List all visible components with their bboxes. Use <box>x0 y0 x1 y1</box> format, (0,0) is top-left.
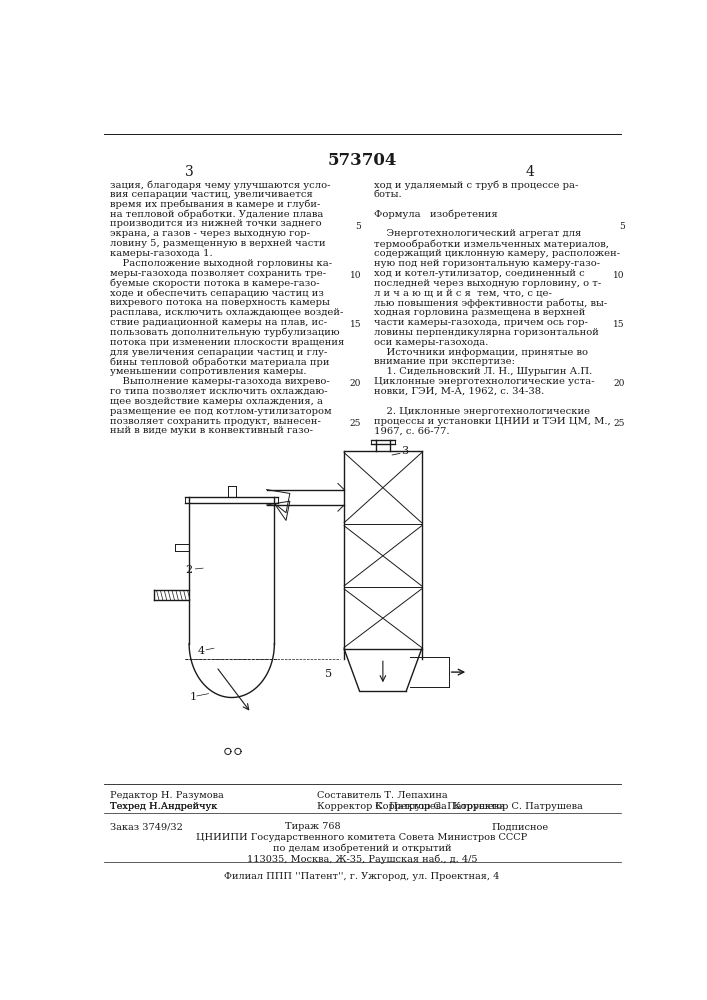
Text: 5: 5 <box>325 669 332 679</box>
Text: ЦНИИПИ Государственного комитета Совета Министров СССР: ЦНИИПИ Государственного комитета Совета … <box>197 833 527 842</box>
Text: ловины перпендикулярна горизонтальной: ловины перпендикулярна горизонтальной <box>373 328 598 337</box>
Text: 4: 4 <box>197 646 204 656</box>
Text: 1: 1 <box>189 692 197 702</box>
Text: ствие радиационной камеры на плав, ис-: ствие радиационной камеры на плав, ис- <box>110 318 327 327</box>
Text: 4: 4 <box>526 165 534 179</box>
Text: 1. Сидельновский Л. Н., Шурыгин А.П.: 1. Сидельновский Л. Н., Шурыгин А.П. <box>373 367 592 376</box>
Text: процессы и установки ЦНИИ и ТЭИ ЦМ, М.,: процессы и установки ЦНИИ и ТЭИ ЦМ, М., <box>373 417 610 426</box>
Text: экрана, а газов - через выходную гор-: экрана, а газов - через выходную гор- <box>110 229 310 238</box>
Text: Подписное: Подписное <box>491 822 549 831</box>
Text: л и ч а ю щ и й с я  тем, что, с це-: л и ч а ю щ и й с я тем, что, с це- <box>373 288 551 297</box>
Text: 5: 5 <box>356 222 361 231</box>
Text: Корректор С. Патрушева: Корректор С. Патрушева <box>375 802 505 811</box>
Text: Заказ 3749/32: Заказ 3749/32 <box>110 822 183 831</box>
Text: 25: 25 <box>613 419 625 428</box>
Text: Расположение выходной горловины ка-: Расположение выходной горловины ка- <box>110 259 332 268</box>
Text: 20: 20 <box>613 379 625 388</box>
Text: Корректор С. Патрушева  Корректор С. Патрушева: Корректор С. Патрушева Корректор С. Патр… <box>317 802 583 811</box>
Text: новки, ГЭИ, М-А, 1962, с. 34-38.: новки, ГЭИ, М-А, 1962, с. 34-38. <box>373 387 544 396</box>
Text: буемые скорости потока в камере-газо-: буемые скорости потока в камере-газо- <box>110 279 320 288</box>
Text: потока при изменении плоскости вращения: потока при изменении плоскости вращения <box>110 338 344 347</box>
Text: 5: 5 <box>619 222 625 231</box>
Text: ход и удаляемый с труб в процессе ра-: ход и удаляемый с труб в процессе ра- <box>373 180 578 190</box>
Text: время их пребывания в камере и глуби-: время их пребывания в камере и глуби- <box>110 200 320 209</box>
Text: оси камеры-газохода.: оси камеры-газохода. <box>373 338 488 347</box>
Text: пользовать дополнительную турбулизацию: пользовать дополнительную турбулизацию <box>110 328 339 337</box>
Text: ный в виде муки в конвективный газо-: ный в виде муки в конвективный газо- <box>110 426 313 435</box>
Text: производится из нижней точки заднего: производится из нижней точки заднего <box>110 219 322 228</box>
Text: 15: 15 <box>613 320 625 329</box>
Text: Формула   изобретения: Формула изобретения <box>373 210 497 219</box>
Text: 10: 10 <box>350 271 361 280</box>
Text: последней через выходную горловину, о т-: последней через выходную горловину, о т- <box>373 279 601 288</box>
Text: уменьшении сопротивления камеры.: уменьшении сопротивления камеры. <box>110 367 307 376</box>
Text: 15: 15 <box>349 320 361 329</box>
Text: зация, благодаря чему улучшаются усло-: зация, благодаря чему улучшаются усло- <box>110 180 331 190</box>
Text: Тираж 768: Тираж 768 <box>286 822 341 831</box>
Text: на тепловой обработки. Удаление плава: на тепловой обработки. Удаление плава <box>110 210 323 219</box>
Text: по делам изобретений и открытий: по делам изобретений и открытий <box>273 844 451 853</box>
Text: 113035, Москва, Ж-35, Раушская наб., д. 4/5: 113035, Москва, Ж-35, Раушская наб., д. … <box>247 855 477 864</box>
Text: Филиал ППП ''Патент'', г. Ужгород, ул. Проектная, 4: Филиал ППП ''Патент'', г. Ужгород, ул. П… <box>224 872 500 881</box>
Text: 25: 25 <box>350 419 361 428</box>
Text: вия сепарации частиц, увеличивается: вия сепарации частиц, увеличивается <box>110 190 312 199</box>
Text: Техред Н.Андрейчук: Техред Н.Андрейчук <box>110 802 218 811</box>
Text: 3: 3 <box>185 165 194 179</box>
Text: ходная горловина размещена в верхней: ходная горловина размещена в верхней <box>373 308 585 317</box>
Text: камеры-газохода 1.: камеры-газохода 1. <box>110 249 213 258</box>
Text: 2: 2 <box>185 565 193 575</box>
Text: Выполнение камеры-газохода вихрево-: Выполнение камеры-газохода вихрево- <box>110 377 330 386</box>
Text: меры-газохода позволяет сохранить тре-: меры-газохода позволяет сохранить тре- <box>110 269 326 278</box>
Text: щее воздействие камеры охлаждения, а: щее воздействие камеры охлаждения, а <box>110 397 323 406</box>
Text: 2. Циклонные энерготехнологические: 2. Циклонные энерготехнологические <box>373 407 590 416</box>
Text: Энерготехнологический агрегат для: Энерготехнологический агрегат для <box>373 229 581 238</box>
Text: ход и котел-утилизатор, соединенный с: ход и котел-утилизатор, соединенный с <box>373 269 584 278</box>
Text: термообработки измельченных материалов,: термообработки измельченных материалов, <box>373 239 609 249</box>
Text: Циклонные энерготехнологические уста-: Циклонные энерготехнологические уста- <box>373 377 594 386</box>
Text: 1967, с. 66-77.: 1967, с. 66-77. <box>373 426 449 435</box>
Text: бины тепловой обработки материала при: бины тепловой обработки материала при <box>110 357 329 367</box>
Text: 3: 3 <box>402 446 409 456</box>
Text: для увеличения сепарации частиц и глу-: для увеличения сепарации частиц и глу- <box>110 348 327 357</box>
Text: внимание при экспертизе:: внимание при экспертизе: <box>373 357 515 366</box>
Text: расплава, исключить охлаждающее воздей-: расплава, исключить охлаждающее воздей- <box>110 308 344 317</box>
Text: 20: 20 <box>350 379 361 388</box>
Text: части камеры-газохода, причем ось гор-: части камеры-газохода, причем ось гор- <box>373 318 588 327</box>
Text: позволяет сохранить продукт, вынесен-: позволяет сохранить продукт, вынесен- <box>110 417 321 426</box>
Text: содержащий циклонную камеру, расположен-: содержащий циклонную камеру, расположен- <box>373 249 620 258</box>
Text: 573704: 573704 <box>327 152 397 169</box>
Text: боты.: боты. <box>373 190 402 199</box>
Text: размещение ее под котлом-утилизатором: размещение ее под котлом-утилизатором <box>110 407 332 416</box>
Text: вихревого потока на поверхность камеры: вихревого потока на поверхность камеры <box>110 298 330 307</box>
Text: ходе и обеспечить сепарацию частиц из: ходе и обеспечить сепарацию частиц из <box>110 288 324 298</box>
Text: Составитель Т. Лепахина: Составитель Т. Лепахина <box>317 791 448 800</box>
Text: лью повышения эффективности работы, вы-: лью повышения эффективности работы, вы- <box>373 298 607 308</box>
Text: го типа позволяет исключить охлаждаю-: го типа позволяет исключить охлаждаю- <box>110 387 328 396</box>
Text: ную под ней горизонтальную камеру-газо-: ную под ней горизонтальную камеру-газо- <box>373 259 600 268</box>
Text: Техред Н.Андрейчук: Техред Н.Андрейчук <box>110 802 218 811</box>
Text: Источники информации, принятые во: Источники информации, принятые во <box>373 348 588 357</box>
Text: Редактор Н. Разумова: Редактор Н. Разумова <box>110 791 224 800</box>
Text: ловину 5, размещенную в верхней части: ловину 5, размещенную в верхней части <box>110 239 326 248</box>
Text: 10: 10 <box>613 271 625 280</box>
